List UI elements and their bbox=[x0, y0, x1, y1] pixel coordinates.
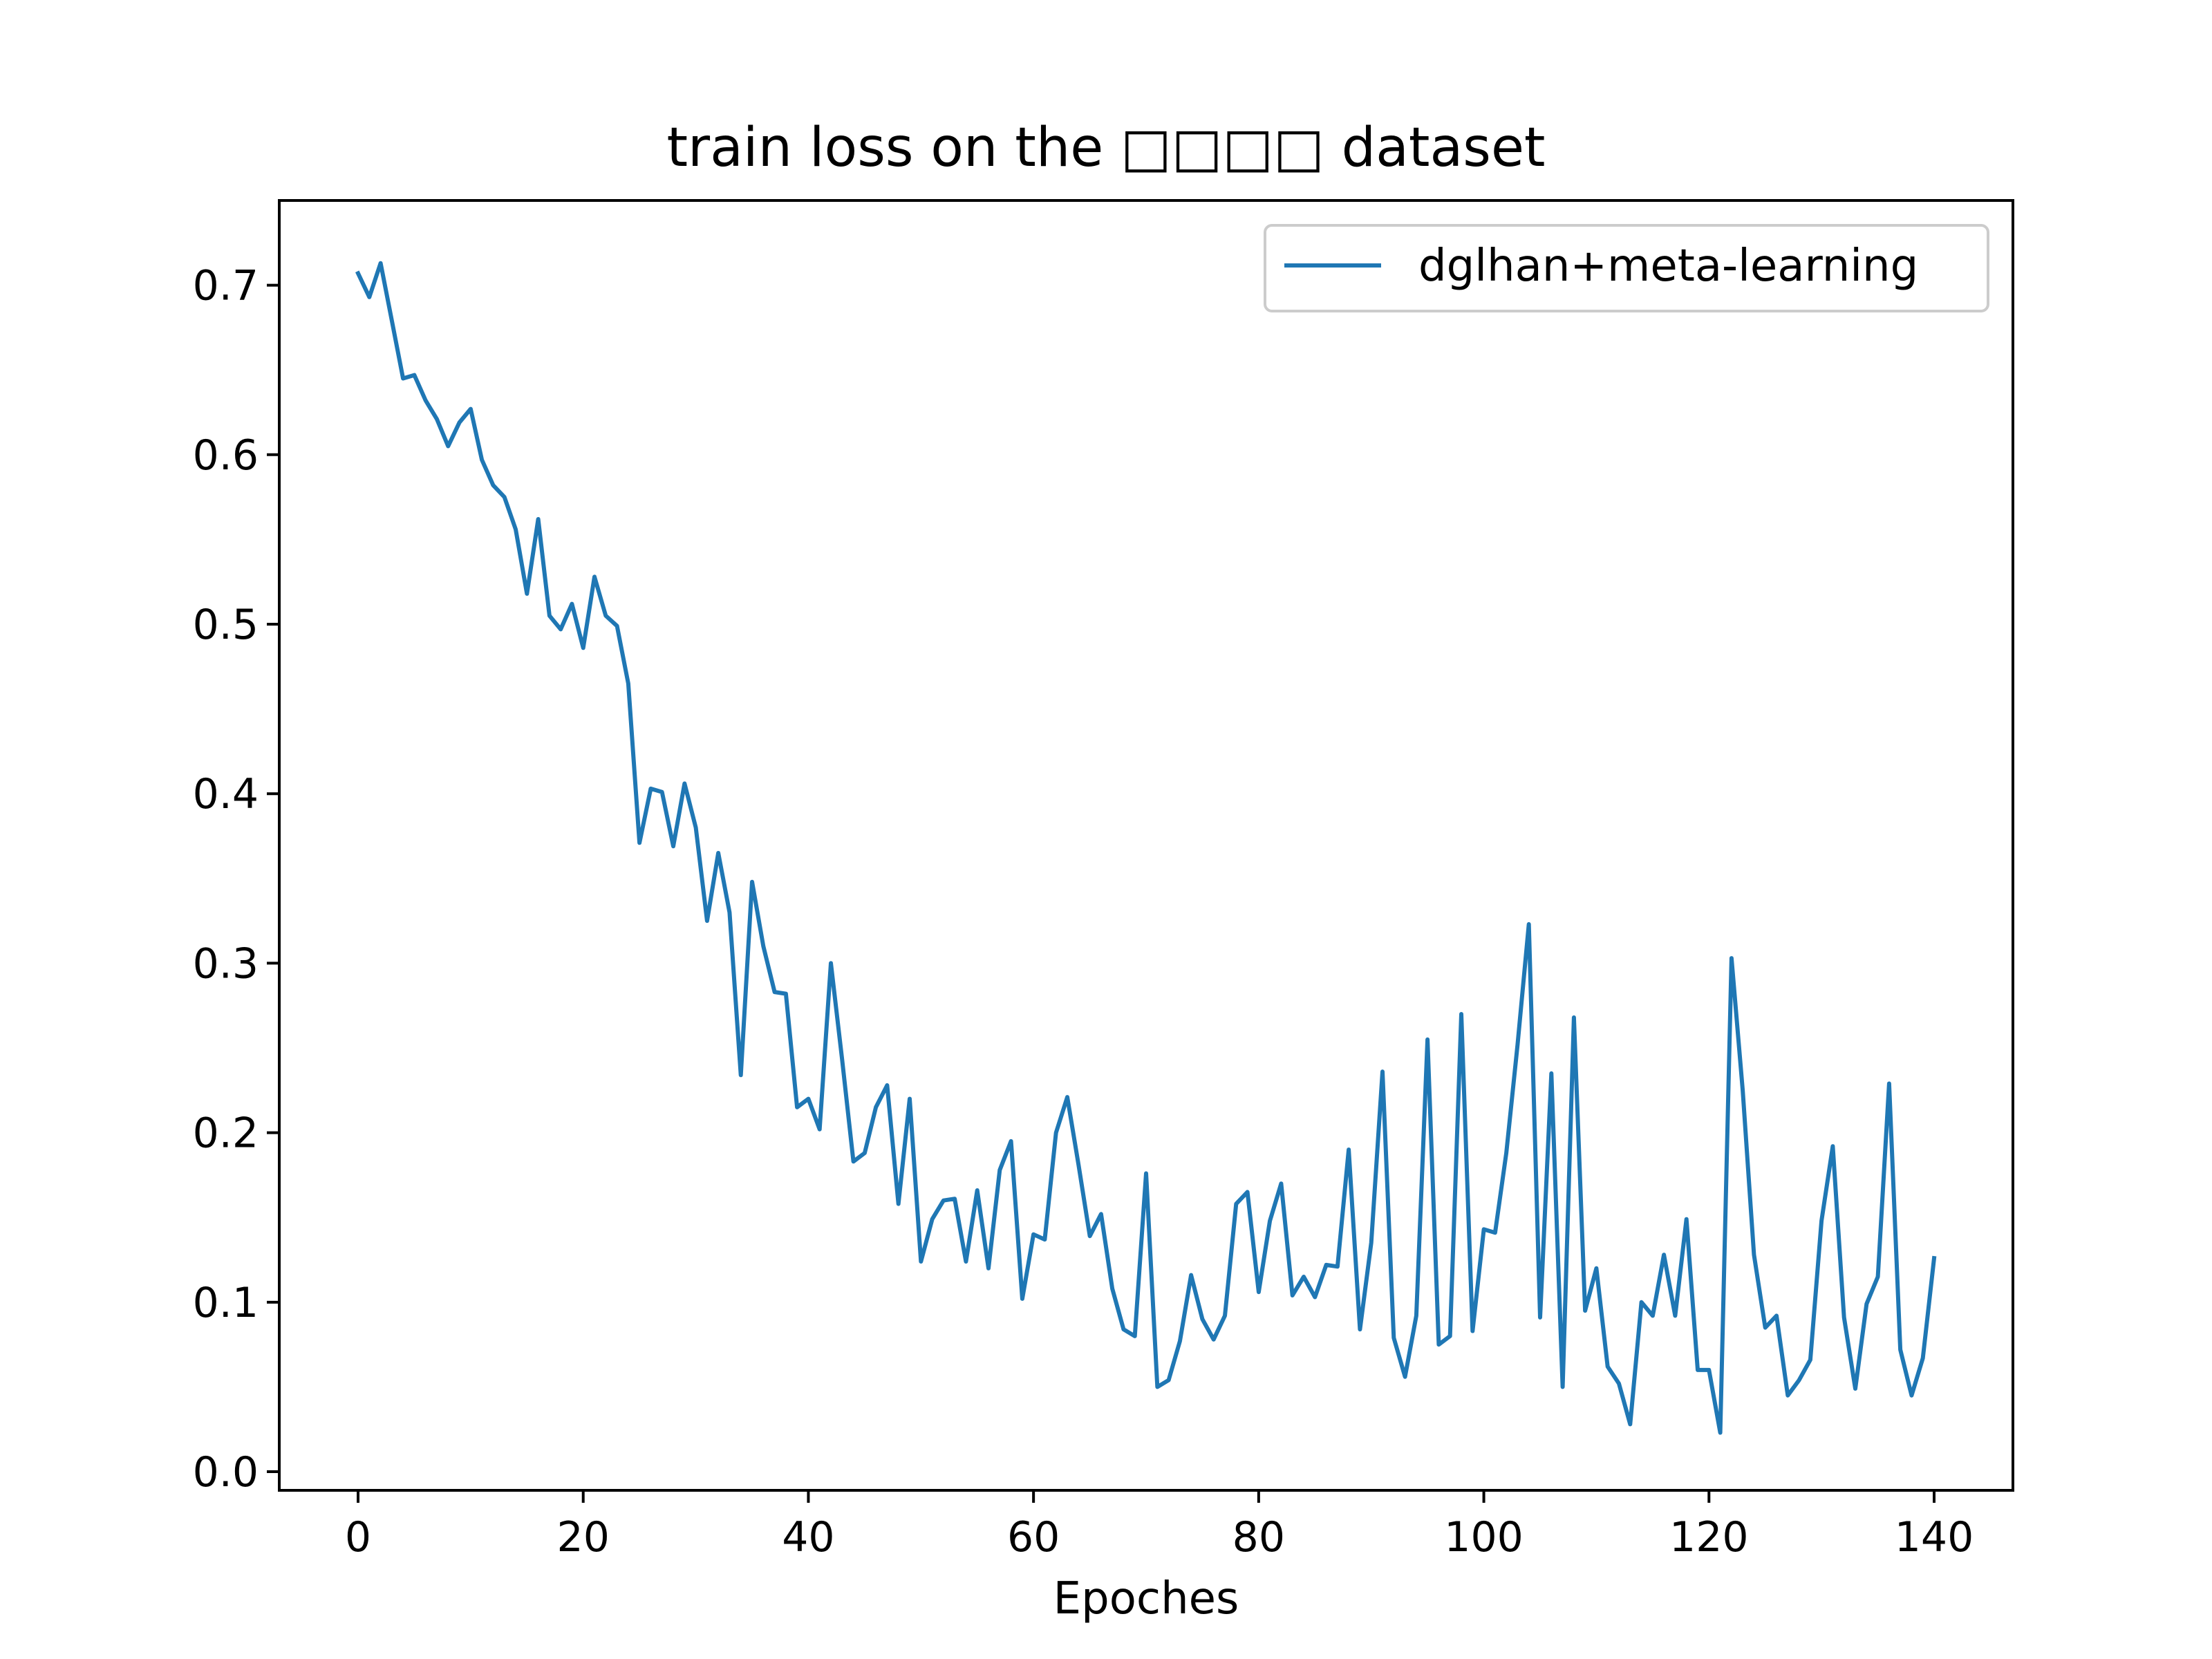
y-tick-label: 0.7 bbox=[193, 262, 259, 310]
y-tick-label: 0.2 bbox=[193, 1109, 259, 1158]
x-tick-label: 140 bbox=[1895, 1513, 1974, 1562]
x-tick-label: 20 bbox=[557, 1513, 610, 1562]
x-tick-label: 0 bbox=[345, 1513, 371, 1562]
x-tick-label: 120 bbox=[1669, 1513, 1749, 1562]
x-axis: 0 20 40 60 80 100 120 140 bbox=[345, 1490, 1974, 1562]
series-line-0 bbox=[355, 261, 1937, 1435]
y-tick-label: 0.1 bbox=[193, 1279, 259, 1327]
plot-frame bbox=[278, 199, 2014, 1492]
legend-box bbox=[1264, 224, 1989, 312]
legend-label-dglhan-meta-learning: dglhan+meta-learning bbox=[1418, 241, 1918, 292]
x-tick-label: 80 bbox=[1232, 1513, 1285, 1562]
legend: dglhan+meta-learning bbox=[1264, 224, 1989, 312]
x-tick-label: 60 bbox=[1007, 1513, 1060, 1562]
x-tick-label: 40 bbox=[782, 1513, 834, 1562]
y-tick-label: 0.6 bbox=[193, 431, 259, 480]
plot-area bbox=[355, 261, 1937, 1435]
x-tick-label: 100 bbox=[1444, 1513, 1524, 1562]
y-axis: 0.0 0.1 0.2 0.3 0.4 0.5 0.6 0.7 bbox=[193, 262, 279, 1497]
chart-title: train loss on the □□□□ dataset bbox=[666, 117, 1545, 179]
y-tick-label: 0.0 bbox=[193, 1448, 259, 1497]
y-tick-label: 0.5 bbox=[193, 601, 259, 649]
y-tick-label: 0.3 bbox=[193, 939, 259, 988]
y-tick-label: 0.4 bbox=[193, 770, 259, 818]
x-axis-label: Epoches bbox=[1053, 1573, 1239, 1624]
